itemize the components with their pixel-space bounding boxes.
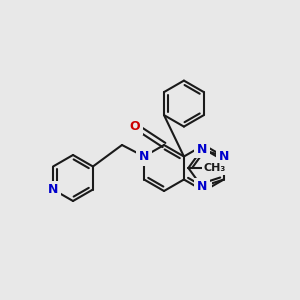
Text: N: N xyxy=(197,180,207,193)
Text: N: N xyxy=(219,150,229,163)
Text: N: N xyxy=(199,184,209,197)
Text: O: O xyxy=(130,119,140,133)
Text: N: N xyxy=(197,143,207,156)
Text: N: N xyxy=(139,150,149,163)
Text: CH₃: CH₃ xyxy=(204,163,226,173)
Text: N: N xyxy=(48,183,58,196)
